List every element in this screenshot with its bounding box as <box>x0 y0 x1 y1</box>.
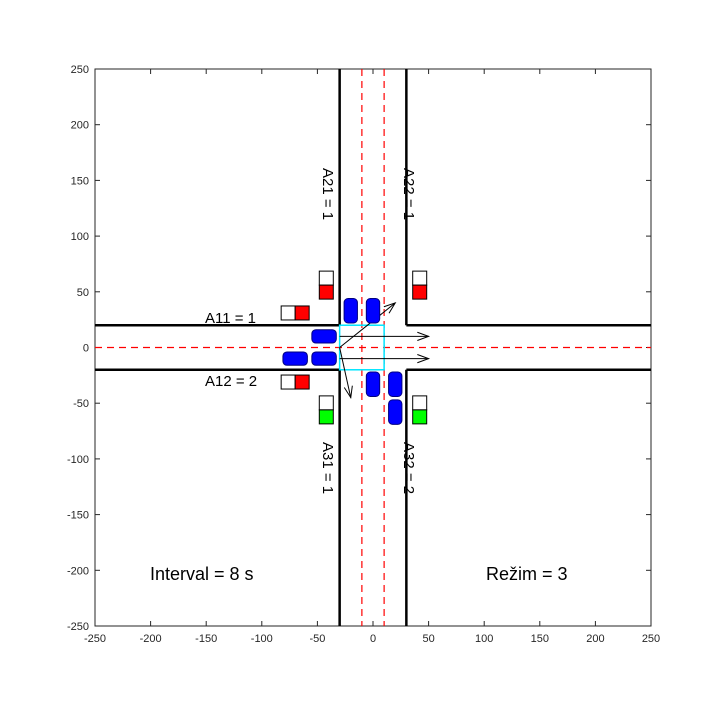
light-cell-empty <box>280 374 296 390</box>
x-tick-label: 250 <box>642 633 660 645</box>
light-cell-empty <box>412 395 428 411</box>
light-cell-red <box>318 284 334 300</box>
interval-label: Interval = 8 s <box>150 564 254 584</box>
light-cell-red <box>294 374 310 390</box>
light-cell-green <box>412 409 428 425</box>
y-tick-label: 250 <box>71 64 89 76</box>
vehicle <box>365 371 381 397</box>
roads <box>95 69 651 626</box>
x-tick-label: -250 <box>84 633 106 645</box>
label-a21: A21 = 1 <box>319 168 336 220</box>
vehicle <box>388 399 403 425</box>
light-a32 <box>412 395 428 425</box>
light-cell-empty <box>412 270 428 286</box>
light-cell-empty <box>318 270 334 286</box>
vehicle <box>388 371 403 397</box>
traffic-lights <box>280 270 428 425</box>
y-tick-label: -100 <box>67 454 89 466</box>
y-tick-label: 50 <box>77 287 89 299</box>
axis-ticks: -250 -200 -150 -100 -50 0 50 100 150 200 250 250 200… <box>67 64 660 645</box>
y-tick-label: 150 <box>71 175 89 187</box>
light-a11 <box>280 305 310 321</box>
light-cell-green <box>318 409 334 425</box>
x-tick-label: 50 <box>422 633 434 645</box>
x-tick-label: 200 <box>586 633 604 645</box>
y-tick-label: 100 <box>71 231 89 243</box>
label-a12: A12 = 2 <box>205 373 257 390</box>
light-a31 <box>318 395 334 425</box>
x-tick-label: 100 <box>475 633 493 645</box>
x-tick-label: -200 <box>140 633 162 645</box>
trajectory-arrowhead <box>383 302 397 314</box>
trajectory-line <box>339 347 352 398</box>
label-a32: A32 = 2 <box>400 442 417 494</box>
y-tick-label: 0 <box>83 343 89 355</box>
y-tick-label: -250 <box>67 621 89 633</box>
mode-label: Režim = 3 <box>486 564 568 584</box>
vehicle <box>282 351 308 366</box>
light-a22 <box>412 270 428 300</box>
label-a22: A22 = 1 <box>400 168 417 220</box>
label-a11: A11 = 1 <box>205 310 256 327</box>
x-tick-label: 150 <box>531 633 549 645</box>
trajectory-arrowhead <box>343 385 353 400</box>
trajectory-arrowhead <box>417 331 431 341</box>
light-cell-red <box>412 284 428 300</box>
trajectory-line <box>339 302 396 348</box>
x-tick-label: -150 <box>195 633 217 645</box>
trajectory-arrowhead <box>417 354 431 364</box>
light-a12 <box>280 374 310 390</box>
y-tick-label: -50 <box>73 398 89 410</box>
y-tick-label: -200 <box>67 565 89 577</box>
vehicle <box>365 298 381 324</box>
x-tick-label: -50 <box>309 633 325 645</box>
x-tick-label: 0 <box>370 633 376 645</box>
light-cell-empty <box>280 305 296 321</box>
y-tick-label: 200 <box>71 120 89 132</box>
light-cell-red <box>294 305 310 321</box>
x-tick-label: -100 <box>251 633 273 645</box>
label-a31: A31 = 1 <box>319 442 336 494</box>
y-tick-label: -150 <box>67 510 89 522</box>
light-cell-empty <box>318 395 334 411</box>
vehicle <box>343 298 358 324</box>
vehicles <box>282 298 403 425</box>
vehicle <box>311 351 337 366</box>
vehicle <box>311 329 337 344</box>
vehicle-trajectory-arrows <box>339 302 431 400</box>
light-a21 <box>318 270 334 300</box>
